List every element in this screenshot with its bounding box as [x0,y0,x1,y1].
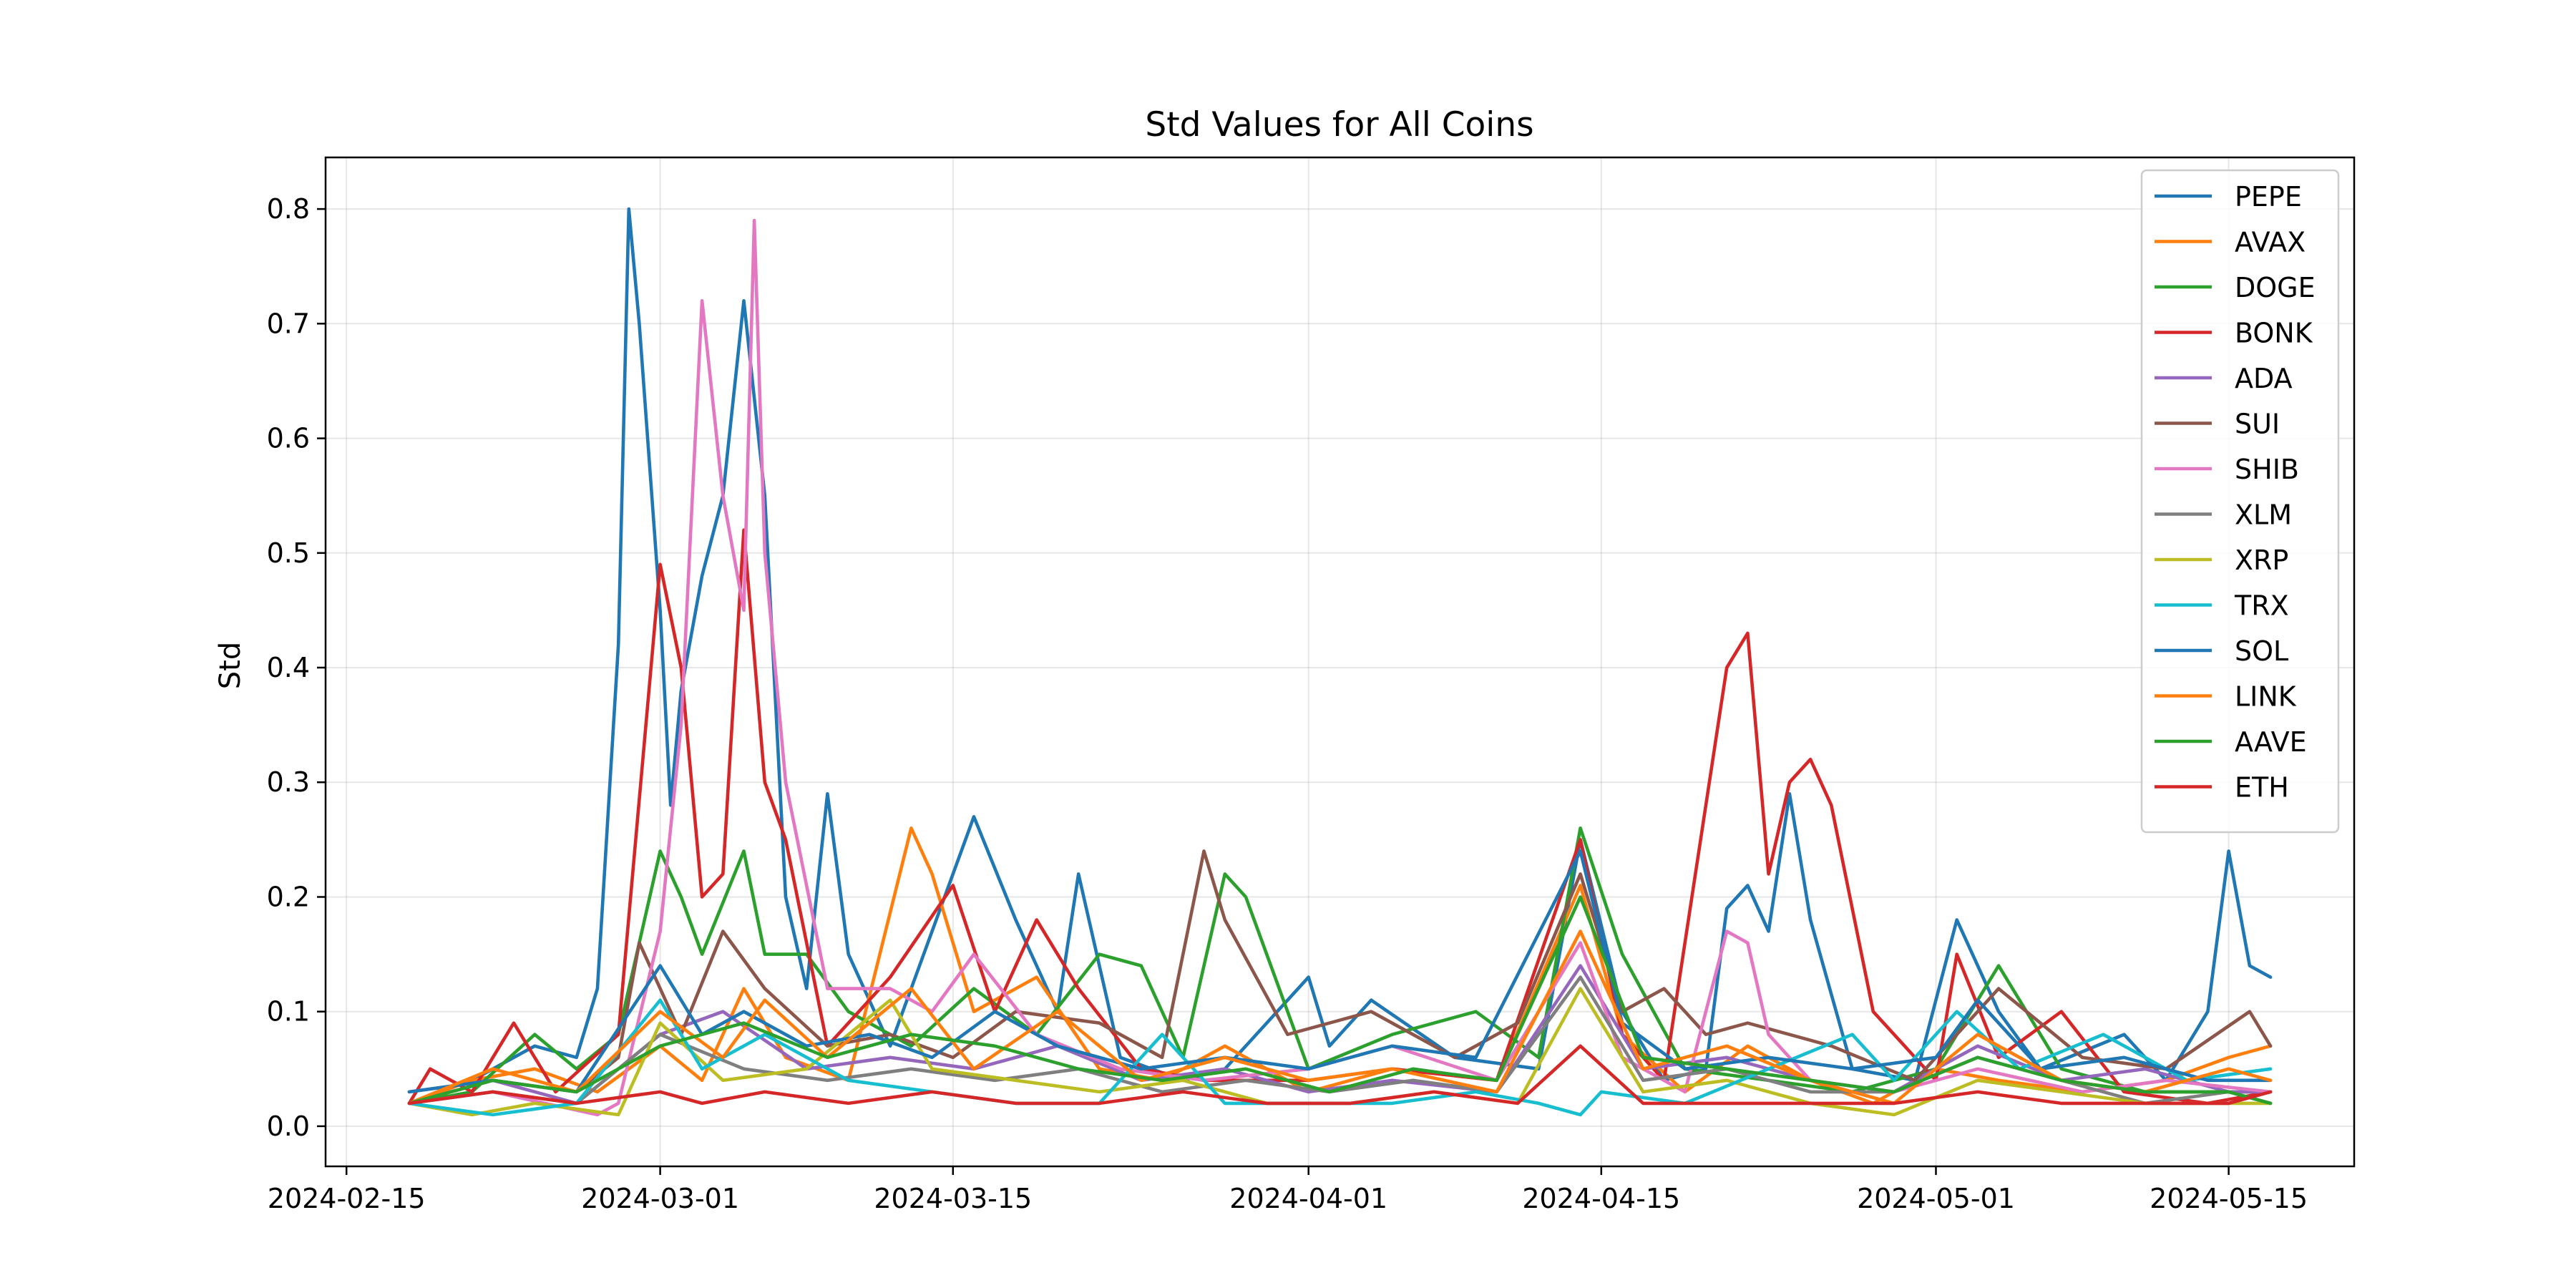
series-line-link [407,930,2273,1106]
legend-label: XLM [2235,499,2292,531]
legend-label: PEPE [2235,181,2302,213]
legend-label: SOL [2235,635,2288,667]
y-tick-label: 0.7 [267,308,310,339]
legend: PEPE AVAX DOGE BONK ADA SUI SHIB XLM XRP TRX SOL LI… [2140,169,2340,834]
legend-label: SHIB [2235,454,2299,485]
x-tick-label: 2024-04-01 [1229,1183,1387,1214]
x-axis-ticks: 2024-02-15 2024-03-01 2024-03-15 2024-04-01… [268,1166,2308,1214]
legend-label: ADA [2235,363,2293,394]
legend-label: TRX [2234,590,2289,622]
legend-label: BONK [2235,318,2313,349]
y-tick-label: 0.0 [267,1111,310,1142]
y-tick-label: 0.1 [267,996,310,1028]
x-tick-label: 2024-03-01 [581,1183,739,1214]
chart-title: Std Values for All Coins [1145,105,1533,145]
x-tick-label: 2024-03-15 [874,1183,1032,1214]
y-tick-label: 0.6 [267,423,310,454]
legend-label: ETH [2235,772,2289,804]
y-tick-label: 0.4 [267,652,310,683]
x-tick-label: 2024-05-01 [1857,1183,2015,1214]
series-line-eth [407,1044,2273,1106]
legend-label: LINK [2235,681,2297,713]
x-tick-label: 2024-02-15 [268,1183,426,1214]
series-line-aave [407,895,2273,1106]
y-tick-label: 0.8 [267,193,310,225]
series-lines [407,207,2273,1117]
x-tick-label: 2024-05-15 [2150,1183,2308,1214]
y-tick-label: 0.3 [267,766,310,798]
plot-frame [324,156,2356,1168]
legend-label: SUI [2235,409,2280,440]
grid-lines [326,157,2354,1166]
legend-label: AVAX [2235,227,2306,258]
legend-label: XRP [2235,545,2288,576]
y-axis-label: Std [214,642,247,689]
y-tick-label: 0.5 [267,537,310,569]
y-tick-label: 0.2 [267,882,310,913]
series-line-sol [407,849,2273,1094]
legend-label: DOGE [2235,272,2316,303]
legend-label: AAVE [2235,726,2307,758]
legend-box [2140,169,2340,834]
y-axis-ticks: 0.0 0.1 0.2 0.3 0.4 0.5 0.6 0.7 0.8 [267,193,326,1142]
x-tick-label: 2024-04-15 [1522,1183,1680,1214]
